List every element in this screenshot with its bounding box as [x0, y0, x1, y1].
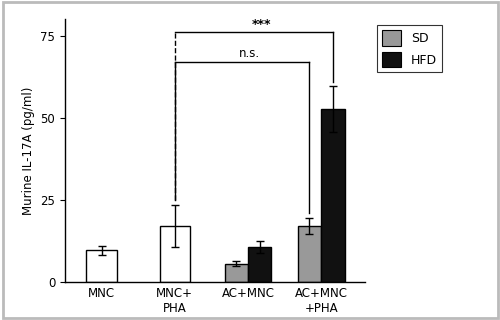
Legend: SD, HFD: SD, HFD: [378, 26, 442, 72]
Y-axis label: Murine IL-17A (pg/ml): Murine IL-17A (pg/ml): [22, 86, 35, 215]
Bar: [160, 226, 190, 282]
Bar: [321, 109, 344, 282]
Bar: [298, 226, 321, 282]
Bar: [86, 251, 117, 282]
Bar: [248, 247, 272, 282]
Text: ***: ***: [252, 18, 271, 31]
Text: n.s.: n.s.: [239, 47, 260, 60]
Bar: [224, 264, 248, 282]
